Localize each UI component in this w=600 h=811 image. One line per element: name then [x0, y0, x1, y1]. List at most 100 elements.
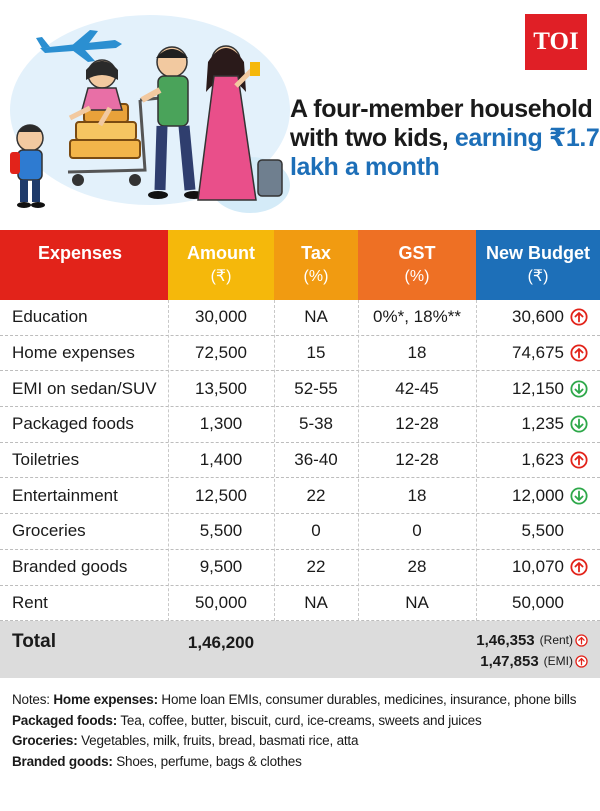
row-tax: NA [304, 592, 328, 612]
row-amount: 1,400 [199, 450, 243, 470]
header-tax: Tax (%) [274, 230, 358, 300]
arrow-up-icon [570, 558, 588, 576]
row-tax: NA [304, 307, 328, 327]
total-rent-value: 1,46,353 [476, 632, 535, 649]
row-gst: 0%*, 18%** [373, 307, 461, 327]
header-expenses-label: Expenses [38, 243, 123, 263]
arrow-up-icon [570, 344, 588, 362]
header-new-budget-label: New Budget [485, 243, 590, 263]
header-new-budget-unit: (₹) [527, 268, 549, 285]
note-text: Home loan EMIs, consumer durables, medic… [157, 692, 577, 707]
row-new-budget-value: 1,235 [521, 414, 564, 434]
row-new-budget: 74,675 [476, 343, 600, 363]
header-amount: Amount (₹) [168, 230, 274, 300]
mother-figure [197, 45, 260, 201]
row-amount: 1,300 [199, 414, 243, 434]
headline: A four-member household with two kids, e… [290, 95, 600, 182]
row-new-budget-value: 50,000 [512, 592, 564, 612]
header-gst-unit: (%) [404, 268, 430, 285]
note-label: Groceries: [12, 733, 78, 748]
headline-plain: with two kids, [290, 124, 455, 152]
total-rent-tag: (Rent) [539, 633, 573, 647]
total-emi-tag: (EMI) [543, 654, 573, 668]
table-body: Education 30,000 NA 0%*, 18%** 30,600 Home ex… [0, 300, 600, 622]
arrow-up-icon [575, 655, 588, 668]
header-amount-label: Amount [187, 243, 255, 263]
note-line: Branded goods: Shoes, perfume, bags & cl… [12, 752, 592, 773]
row-amount: 50,000 [195, 592, 247, 612]
header-tax-unit: (%) [303, 268, 329, 285]
header-amount-unit: (₹) [210, 268, 232, 285]
row-gst: 28 [407, 557, 427, 577]
note-line: Notes: Home expenses: Home loan EMIs, co… [12, 690, 592, 711]
girl-figure [68, 59, 123, 127]
row-amount: 5,500 [199, 521, 243, 541]
row-tax: 15 [306, 343, 326, 363]
row-amount: 13,500 [195, 378, 247, 398]
arrow-down-icon [570, 487, 588, 505]
row-tax: 22 [306, 485, 326, 505]
header: TOI A four-member household with two kid… [0, 0, 600, 230]
row-new-budget: 12,150 [476, 379, 600, 399]
notes: Notes: Home expenses: Home loan EMIs, co… [12, 690, 592, 772]
row-new-budget-value: 10,070 [512, 557, 564, 577]
row-new-budget-value: 5,500 [521, 521, 564, 541]
headline-accent: earning ₹1.75 [454, 124, 600, 152]
table-row: Education 30,000 NA 0%*, 18%** 30,600 [0, 300, 600, 336]
arrow-down-icon [570, 380, 588, 398]
family-travel-illustration [10, 15, 290, 213]
trend-slot [570, 451, 588, 469]
row-new-budget: 10,070 [476, 557, 600, 577]
total-amount: 1,46,200 [187, 633, 255, 652]
budget-table: Expenses Amount (₹) Tax (%) GST (%) New … [0, 230, 600, 622]
total-label: Total [12, 631, 56, 652]
total-row: Total 1,46,200 1,46,353 (Rent) 1,47,853 … [0, 621, 600, 678]
note-label: Branded goods: [12, 753, 113, 769]
row-expense: EMI on sedan/SUV [12, 378, 157, 398]
row-gst: 12-28 [395, 450, 439, 470]
row-new-budget: 50,000 [476, 593, 600, 613]
trend-slot [570, 558, 588, 576]
row-tax: 5-38 [298, 414, 334, 434]
table-row: Entertainment 12,500 22 18 12,000 [0, 478, 600, 515]
trend-slot [570, 522, 588, 540]
arrow-down-icon [570, 415, 588, 433]
header-gst-label: GST [398, 243, 436, 263]
row-new-budget-value: 30,600 [512, 307, 564, 327]
total-rent-line: 1,46,353 (Rent) [476, 630, 588, 651]
table-header: Expenses Amount (₹) Tax (%) GST (%) New … [0, 230, 600, 300]
note-text: Vegetables, milk, fruits, bread, basmati… [77, 733, 359, 748]
row-tax: 0 [311, 521, 321, 541]
table-row: Groceries 5,500 0 0 5,500 [0, 514, 600, 550]
table-rows: Education 30,000 NA 0%*, 18%** 30,600 Home ex… [0, 300, 600, 622]
row-new-budget-value: 12,150 [512, 378, 564, 398]
row-expense: Home expenses [12, 343, 135, 363]
trend-slot [570, 487, 588, 505]
header-new-budget: New Budget (₹) [476, 230, 600, 300]
row-gst: 18 [407, 343, 427, 363]
row-expense: Packaged foods [12, 414, 134, 434]
row-expense: Education [12, 307, 88, 327]
row-new-budget-value: 74,675 [512, 343, 564, 363]
trend-slot [570, 344, 588, 362]
row-new-budget: 1,623 [476, 450, 600, 470]
row-new-budget: 12,000 [476, 486, 600, 506]
row-amount: 30,000 [195, 307, 247, 327]
row-gst: 42-45 [395, 378, 439, 398]
airplane-icon [36, 30, 122, 62]
table-row: Packaged foods 1,300 5-38 12-28 1,235 [0, 407, 600, 443]
row-tax: 22 [306, 557, 326, 577]
table-row: Home expenses 72,500 15 18 74,675 [0, 336, 600, 372]
row-gst: 12-28 [395, 414, 439, 434]
header-tax-label: Tax [301, 243, 331, 263]
row-expense: Rent [12, 592, 48, 612]
row-expense: Branded goods [12, 557, 128, 577]
row-amount: 72,500 [195, 343, 247, 363]
arrow-up-icon [570, 308, 588, 326]
trend-slot [570, 594, 588, 612]
note-text: Tea, coffee, butter, biscuit, curd, ice-… [117, 712, 482, 728]
headline-line-3: lakh a month [290, 153, 440, 181]
note-line: Packaged foods: Tea, coffee, butter, bis… [12, 711, 592, 732]
total-new-budget: 1,46,353 (Rent) 1,47,853 (EMI) [476, 630, 588, 672]
arrow-up-icon [570, 451, 588, 469]
